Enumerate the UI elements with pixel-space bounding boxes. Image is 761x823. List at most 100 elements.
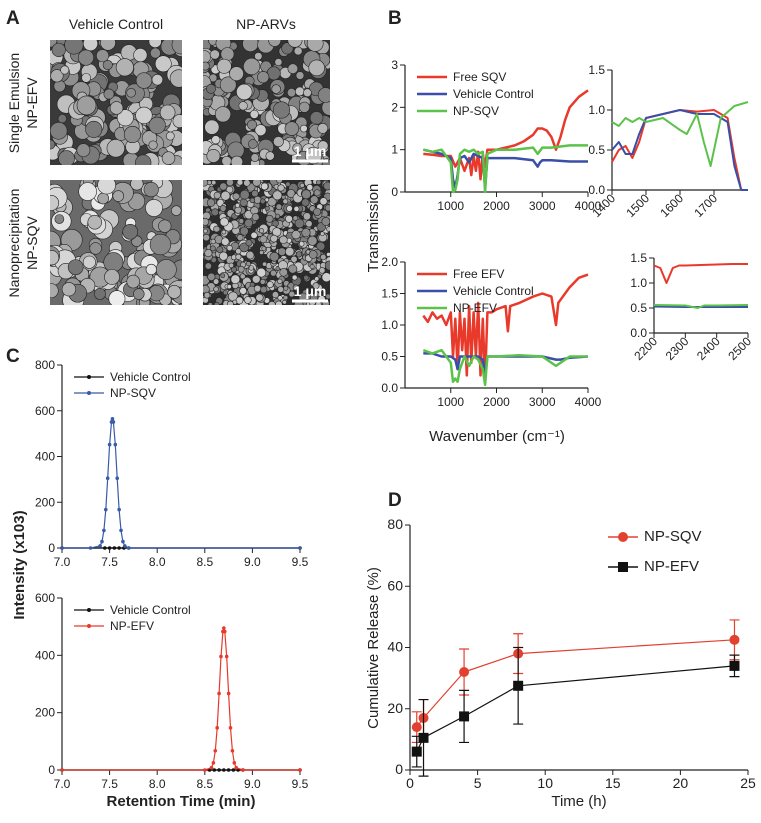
marker — [226, 691, 231, 696]
marker — [231, 768, 236, 772]
legend-label: NP-SQV — [453, 104, 499, 118]
marker — [103, 507, 108, 512]
y-tick-label: 0 — [395, 761, 403, 777]
particle — [272, 219, 279, 227]
particle — [313, 189, 321, 197]
marker — [107, 442, 112, 447]
particle — [64, 40, 84, 55]
particle — [312, 282, 320, 290]
particle — [269, 251, 280, 262]
particle — [244, 218, 254, 228]
particle — [317, 122, 329, 134]
y-tick-label: 1.5 — [381, 287, 398, 301]
particle — [154, 55, 172, 73]
particle — [295, 251, 303, 258]
particle — [277, 295, 283, 301]
particle — [204, 262, 212, 270]
particle — [50, 40, 58, 48]
particle — [279, 235, 288, 245]
marker — [411, 746, 422, 757]
particle — [307, 235, 318, 246]
particle — [319, 197, 328, 206]
particle — [230, 274, 241, 285]
y-tick-label: 800 — [35, 358, 55, 372]
y-tick-label: 600 — [35, 404, 55, 418]
particle — [293, 205, 300, 212]
particle — [60, 65, 70, 75]
particle — [104, 269, 120, 285]
marker — [222, 626, 226, 630]
particle — [115, 58, 134, 77]
particle — [245, 239, 253, 247]
y-tick-label: 400 — [35, 450, 55, 464]
column-header: Vehicle Control — [69, 16, 163, 32]
particle — [85, 120, 103, 138]
particle — [252, 275, 261, 284]
legend-label: NP-EFV — [453, 301, 497, 315]
particle — [97, 180, 116, 195]
particle — [309, 111, 324, 125]
particle — [248, 265, 254, 271]
particle — [275, 300, 283, 305]
particle — [211, 208, 219, 217]
particle — [320, 253, 327, 261]
particle — [148, 116, 166, 135]
x-tick-label: 9.5 — [292, 555, 309, 569]
x-tick-label: 20 — [673, 775, 689, 791]
particle — [298, 241, 305, 247]
particle — [209, 49, 220, 60]
particle — [254, 124, 267, 137]
particle — [287, 40, 303, 48]
particle — [109, 101, 124, 115]
marker — [60, 546, 64, 550]
particle — [261, 246, 267, 251]
x-tick-label: 5 — [474, 775, 482, 791]
y-tick-label: 0 — [391, 185, 398, 199]
marker — [459, 667, 470, 677]
particle — [219, 205, 227, 212]
particle — [239, 198, 248, 207]
particle — [305, 220, 313, 228]
particle — [299, 182, 305, 188]
marker — [226, 768, 231, 772]
marker — [113, 442, 118, 447]
legend-label: Vehicle Control — [453, 284, 534, 298]
x-axis-label: Retention Time (min) — [107, 793, 256, 810]
scale-bar-label: 1 μm — [294, 283, 327, 299]
particle — [82, 255, 96, 269]
particle — [260, 182, 269, 191]
particle — [203, 228, 208, 234]
particle — [251, 189, 259, 198]
particle — [253, 284, 262, 293]
particle — [283, 295, 289, 301]
x-tick-label: 9.5 — [292, 777, 309, 791]
data-line — [611, 109, 748, 191]
particle — [155, 259, 177, 280]
legend-label: Vehicle Control — [110, 370, 191, 384]
x-tick-label: 8.0 — [149, 777, 166, 791]
particle — [254, 52, 263, 61]
particle — [243, 180, 251, 187]
x-tick-label: 8.5 — [196, 555, 213, 569]
marker — [111, 420, 116, 424]
marker — [121, 539, 125, 544]
particle — [221, 237, 230, 246]
x-tick-label: 2000 — [483, 395, 510, 409]
marker — [232, 761, 237, 765]
particle — [260, 198, 266, 205]
particle — [58, 150, 75, 165]
particle — [250, 153, 260, 162]
data-line — [611, 101, 749, 167]
y-tick-label: 200 — [35, 495, 55, 509]
particle — [87, 215, 102, 230]
particle — [203, 180, 209, 187]
particle — [203, 291, 211, 299]
x-tick-label: 1700 — [691, 191, 720, 220]
particle — [213, 301, 220, 305]
marker — [729, 660, 740, 671]
particle — [315, 301, 322, 305]
marker — [98, 544, 102, 548]
row-label: Nanoprecipitation — [6, 189, 22, 298]
particle — [135, 154, 152, 165]
x-tick-label: 15 — [605, 775, 621, 791]
